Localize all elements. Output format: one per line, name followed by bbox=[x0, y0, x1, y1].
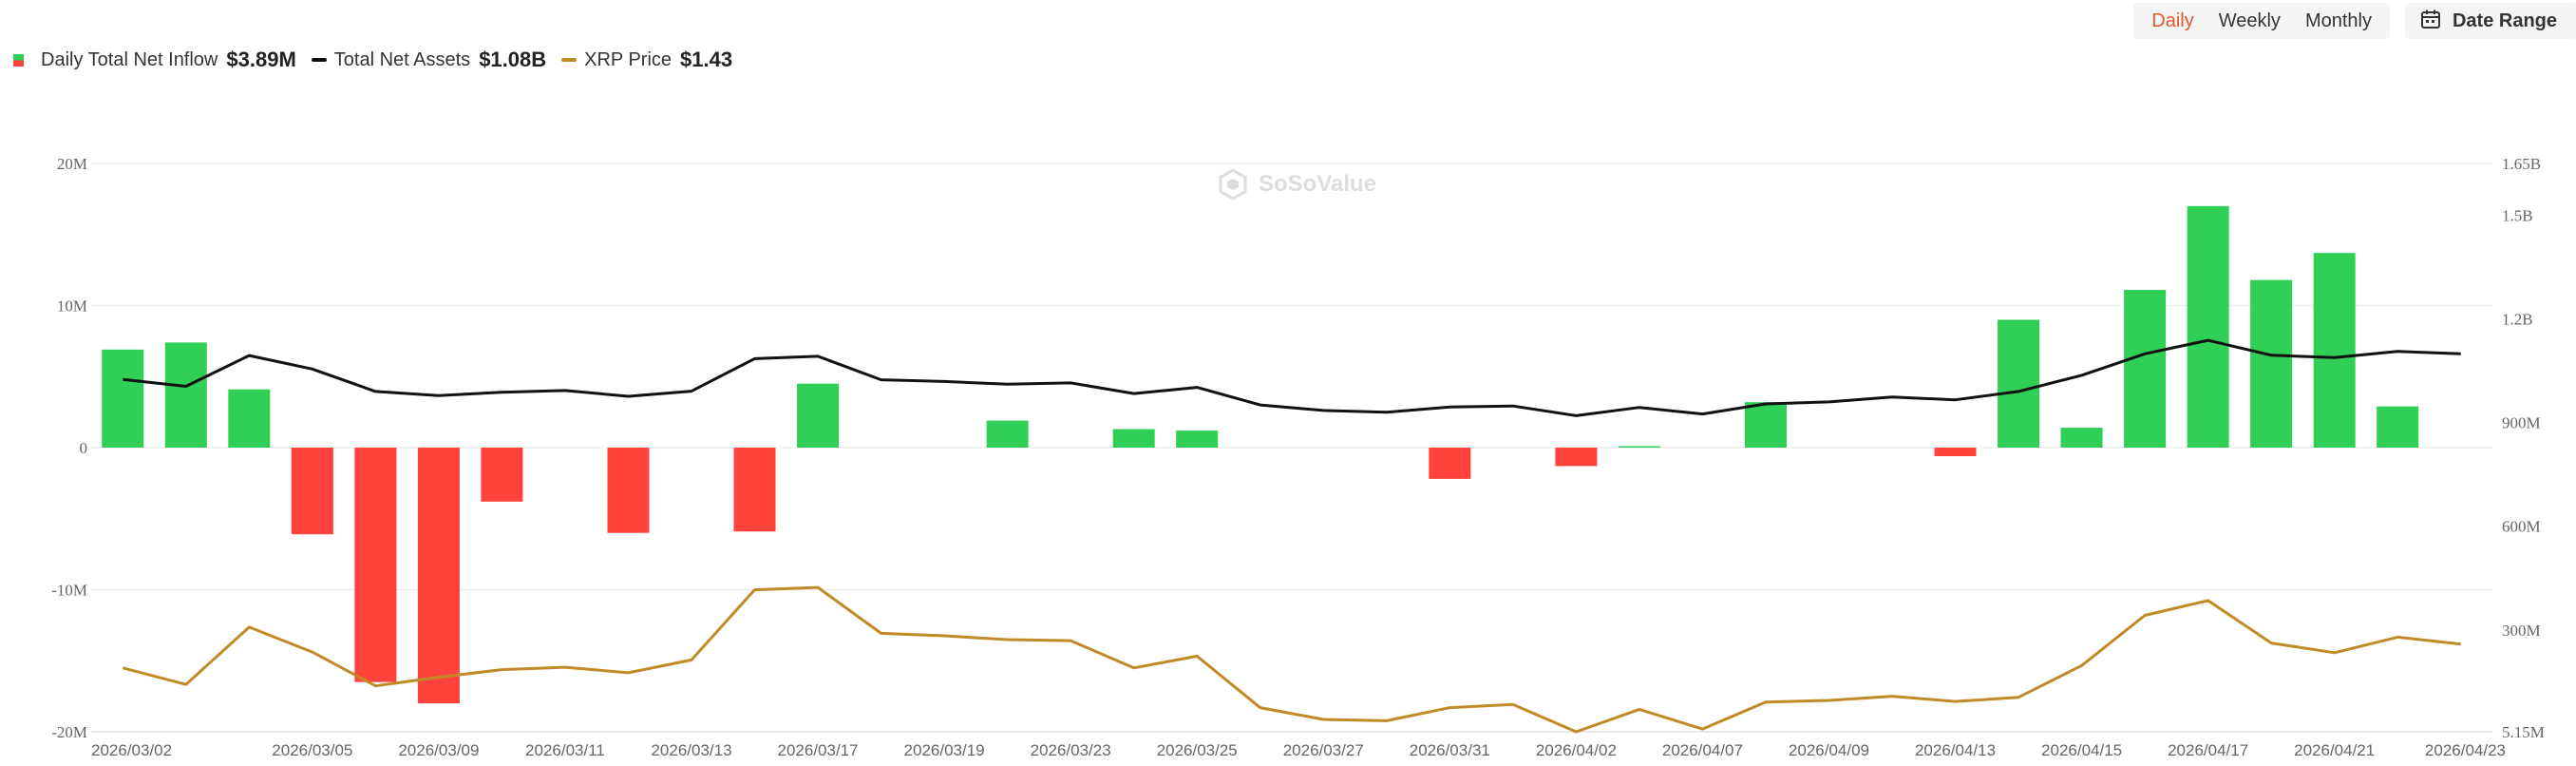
date-range-button[interactable]: Date Range bbox=[2404, 3, 2576, 39]
series-lines bbox=[122, 338, 2461, 734]
legend-swatch-assets bbox=[311, 58, 327, 62]
inflow-bar bbox=[1112, 429, 1155, 448]
legend-value-inflow: $3.89M bbox=[226, 48, 296, 71]
legend-swatch-inflow bbox=[13, 53, 24, 67]
y2-tick-label: 600M bbox=[2502, 518, 2541, 536]
x-tick-label: 2026/04/02 bbox=[1536, 741, 1617, 759]
x-tick-label: 2026/03/25 bbox=[1157, 741, 1238, 759]
y2-tick-label: 1.2B bbox=[2502, 311, 2533, 329]
chart-toolbar: Daily Weekly Monthly Date Range bbox=[2133, 0, 2576, 42]
inflow-bar bbox=[291, 448, 333, 535]
x-tick-label: 2026/04/21 bbox=[2294, 741, 2375, 759]
inflow-bar bbox=[2377, 406, 2419, 448]
watermark-brand: SoSoValue bbox=[1259, 171, 1376, 197]
legend-label-assets: Total Net Assets bbox=[333, 48, 471, 70]
inflow-bar bbox=[2060, 428, 2103, 448]
y-tick-label: -10M bbox=[51, 582, 87, 600]
x-tick-label: 2026/03/31 bbox=[1410, 741, 1490, 759]
x-tick-label: 2026/04/17 bbox=[2168, 741, 2248, 759]
calendar-icon bbox=[2420, 9, 2441, 34]
inflow-bar bbox=[354, 448, 397, 682]
inflow-bar bbox=[1429, 448, 1471, 479]
y2-tick-label: 1.65B bbox=[2502, 155, 2541, 173]
y2-tick-label: 1.5B bbox=[2502, 207, 2533, 225]
inflow-bar bbox=[2313, 253, 2356, 448]
x-tick-label: 2026/03/23 bbox=[1031, 741, 1111, 759]
legend-item-price[interactable]: XRP Price $1.43 bbox=[561, 48, 732, 72]
y-tick-label: -20M bbox=[51, 723, 87, 741]
inflow-bar bbox=[102, 349, 144, 448]
y-tick-label: 10M bbox=[57, 297, 87, 316]
x-tick-label: 2026/04/13 bbox=[1915, 741, 1996, 759]
legend-value-price: $1.43 bbox=[680, 48, 733, 71]
x-tick-label: 2026/03/11 bbox=[525, 741, 605, 759]
date-range-label: Date Range bbox=[2452, 10, 2557, 31]
xrp-price-line bbox=[122, 585, 2461, 734]
inflow-bar bbox=[1934, 448, 1977, 456]
inflow-bar bbox=[733, 448, 776, 532]
inflow-bar bbox=[986, 420, 1029, 448]
inflow-bar bbox=[1998, 319, 2040, 448]
x-tick-label: 2026/04/09 bbox=[1789, 741, 1869, 759]
x-tick-label: 2026/03/19 bbox=[904, 741, 985, 759]
inflow-bar bbox=[2250, 279, 2293, 448]
x-tick-label: 2026/03/27 bbox=[1283, 741, 1364, 759]
inflow-bar bbox=[2124, 290, 2167, 448]
y2-tick-label: 5.15M bbox=[2502, 723, 2545, 741]
y2-tick-label: 300M bbox=[2502, 622, 2541, 640]
inflow-bar bbox=[417, 448, 460, 704]
y-tick-label: 0 bbox=[80, 439, 88, 457]
x-tick-label: 2026/03/05 bbox=[272, 741, 352, 759]
watermark: SoSoValue bbox=[1219, 168, 1376, 201]
chart-legend: Daily Total Net Inflow $3.89M Total Net … bbox=[13, 48, 748, 72]
tab-daily[interactable]: Daily bbox=[2151, 10, 2194, 31]
sosovalue-logo-icon bbox=[1219, 168, 1247, 201]
range-tabs: Daily Weekly Monthly bbox=[2133, 3, 2390, 39]
legend-value-assets: $1.08B bbox=[479, 48, 547, 71]
x-tick-label: 2026/03/13 bbox=[651, 741, 731, 759]
inflow-bar bbox=[1176, 431, 1219, 448]
inflow-bar bbox=[1555, 448, 1598, 467]
legend-label-price: XRP Price bbox=[584, 48, 672, 70]
y2-tick-label: 900M bbox=[2502, 414, 2541, 432]
inflow-bar bbox=[164, 342, 207, 448]
inflow-bar bbox=[228, 389, 271, 448]
x-tick-label: 2026/03/02 bbox=[91, 741, 172, 759]
inflow-bar bbox=[607, 448, 650, 533]
inflow-bar bbox=[481, 448, 523, 502]
y-tick-label: 20M bbox=[57, 155, 87, 173]
x-tick-label: 2026/04/15 bbox=[2041, 741, 2122, 759]
legend-label-inflow: Daily Total Net Inflow bbox=[41, 48, 218, 70]
tab-weekly[interactable]: Weekly bbox=[2218, 10, 2281, 31]
inflow-bars bbox=[102, 205, 2419, 704]
legend-swatch-price bbox=[561, 58, 578, 62]
legend-item-assets[interactable]: Total Net Assets $1.08B bbox=[311, 48, 547, 72]
total-net-assets-line bbox=[123, 338, 2461, 417]
x-tick-label: 2026/04/23 bbox=[2425, 741, 2506, 759]
legend-item-inflow[interactable]: Daily Total Net Inflow $3.89M bbox=[13, 48, 296, 72]
x-tick-label: 2026/03/09 bbox=[398, 741, 479, 759]
x-tick-label: 2026/03/17 bbox=[778, 741, 859, 759]
axis-labels: 20M 10M 0 -10M -20M 1.65B 1.5B 1.2B 900M 600M 300M… bbox=[51, 155, 2545, 759]
tab-monthly[interactable]: Monthly bbox=[2304, 10, 2372, 31]
inflow-bar bbox=[2187, 205, 2229, 448]
inflow-bar bbox=[1744, 402, 1787, 448]
inflow-bar bbox=[1618, 446, 1660, 449]
inflow-bar bbox=[797, 383, 840, 448]
x-tick-label: 2026/04/07 bbox=[1662, 741, 1743, 759]
